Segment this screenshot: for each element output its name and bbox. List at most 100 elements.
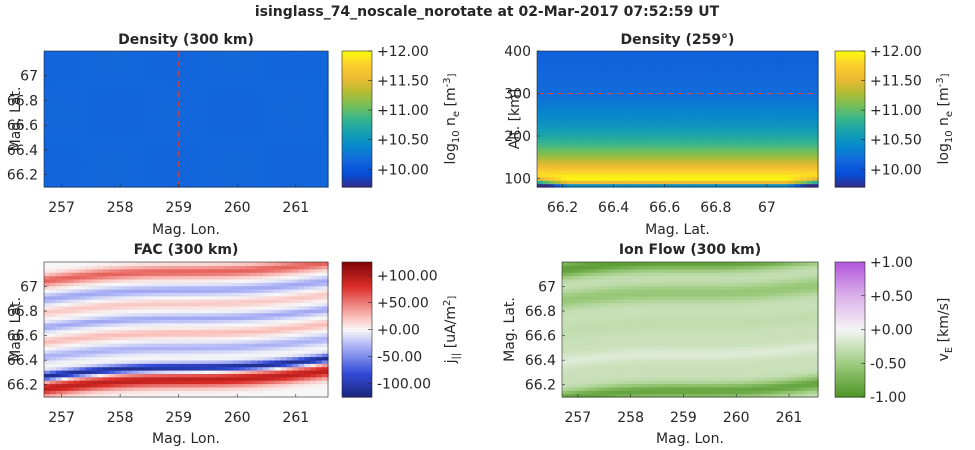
heatmap-cell — [566, 149, 573, 154]
heatmap-cell — [274, 71, 282, 76]
heatmap-cell — [794, 74, 802, 79]
heatmap-cell — [310, 88, 317, 93]
heatmap-cell — [79, 105, 87, 110]
heatmap-cell — [560, 136, 567, 140]
heatmap-cell — [782, 64, 790, 69]
heatmap-cell — [61, 386, 69, 391]
heatmap-cell — [613, 112, 620, 117]
heatmap-cell — [286, 64, 294, 69]
heatmap-cell — [583, 105, 591, 110]
heatmap-cell — [747, 159, 755, 164]
heatmap-cell — [577, 105, 585, 110]
heatmap-cell — [203, 112, 211, 117]
colorbar-segment — [835, 184, 865, 188]
heatmap-cell — [97, 173, 104, 178]
heatmap-cell — [706, 57, 714, 62]
colorbar-segment — [835, 55, 865, 59]
heatmap-cell — [636, 85, 643, 89]
heatmap-cell — [203, 98, 211, 103]
heatmap-cell — [782, 119, 790, 123]
colorbar-segment — [835, 64, 865, 68]
heatmap-cell — [689, 112, 696, 117]
heatmap-cell — [753, 132, 761, 137]
heatmap-cell — [44, 268, 51, 273]
heatmap-cell — [251, 64, 258, 69]
heatmap-cell — [61, 149, 69, 154]
heatmap-cell — [583, 136, 591, 140]
heatmap-cell — [251, 170, 258, 174]
heatmap-cell — [618, 132, 626, 137]
heatmap-cell — [601, 153, 608, 157]
heatmap-cell — [162, 51, 169, 55]
heatmap-cell — [73, 105, 81, 110]
heatmap-cell — [132, 376, 140, 381]
heatmap-cell — [712, 132, 720, 137]
heatmap-cell — [257, 180, 264, 185]
heatmap-cell — [115, 353, 122, 358]
heatmap-cell — [85, 302, 92, 307]
heatmap-cell — [630, 85, 638, 89]
heatmap-cell — [268, 125, 276, 130]
heatmap-cell — [67, 71, 75, 76]
heatmap-cell — [689, 85, 696, 89]
heatmap-cell — [771, 85, 778, 89]
heatmap-cell — [245, 64, 252, 69]
colorbar-segment — [342, 137, 372, 140]
heatmap-cell — [782, 51, 790, 55]
heatmap-cell — [542, 180, 550, 185]
heatmap-cell — [251, 136, 258, 140]
heatmap-cell — [712, 166, 720, 171]
heatmap-cell — [683, 183, 690, 188]
colorbar-segment — [835, 60, 865, 63]
heatmap-cell — [156, 129, 163, 134]
heatmap-cell — [44, 363, 51, 368]
heatmap-cell — [150, 74, 158, 79]
colorbar-tick-label: +10.50 — [870, 133, 922, 149]
heatmap-cell — [759, 61, 766, 66]
heatmap-cell — [788, 74, 796, 79]
heatmap-cell — [712, 153, 720, 157]
heatmap-cell — [73, 376, 81, 381]
heatmap-cell — [67, 153, 75, 157]
heatmap-cell — [577, 61, 585, 66]
heatmap-cell — [55, 316, 63, 320]
heatmap-cell — [61, 329, 69, 334]
heatmap-cell — [812, 170, 819, 174]
heatmap-cell — [67, 156, 75, 161]
heatmap-cell — [771, 132, 778, 137]
colorbar-segment — [342, 121, 372, 125]
heatmap-cell — [73, 81, 81, 86]
heatmap-cell — [73, 115, 81, 120]
heatmap-cell — [595, 156, 602, 161]
heatmap-cell — [292, 170, 300, 174]
heatmap-cell — [298, 112, 305, 117]
heatmap-cell — [138, 322, 146, 327]
heatmap-cell — [548, 74, 556, 79]
heatmap-cell — [150, 282, 158, 287]
heatmap-cell — [132, 383, 140, 388]
heatmap-cell — [695, 54, 702, 59]
heatmap-cell — [782, 108, 790, 113]
heatmap-cell — [736, 125, 743, 130]
heatmap-cell — [144, 332, 152, 337]
heatmap-cell — [280, 98, 288, 103]
heatmap-cell — [44, 136, 51, 140]
heatmap-cell — [97, 353, 104, 358]
heatmap-cell — [97, 349, 104, 354]
heatmap-cell — [180, 373, 187, 378]
heatmap-cell — [168, 61, 175, 66]
heatmap-cell — [120, 78, 128, 83]
heatmap-cell — [654, 57, 661, 62]
heatmap-cell — [257, 74, 264, 79]
heatmap-cell — [79, 108, 87, 113]
heatmap-cell — [659, 136, 667, 140]
heatmap-cell — [572, 156, 579, 161]
heatmap-cell — [322, 159, 329, 164]
heatmap-cell — [537, 139, 544, 144]
heatmap-cell — [67, 309, 75, 314]
heatmap-cell — [138, 278, 146, 283]
heatmap-cell — [191, 102, 199, 106]
heatmap-cell — [79, 125, 87, 130]
heatmap-cell — [55, 163, 63, 168]
heatmap-cell — [168, 78, 175, 83]
